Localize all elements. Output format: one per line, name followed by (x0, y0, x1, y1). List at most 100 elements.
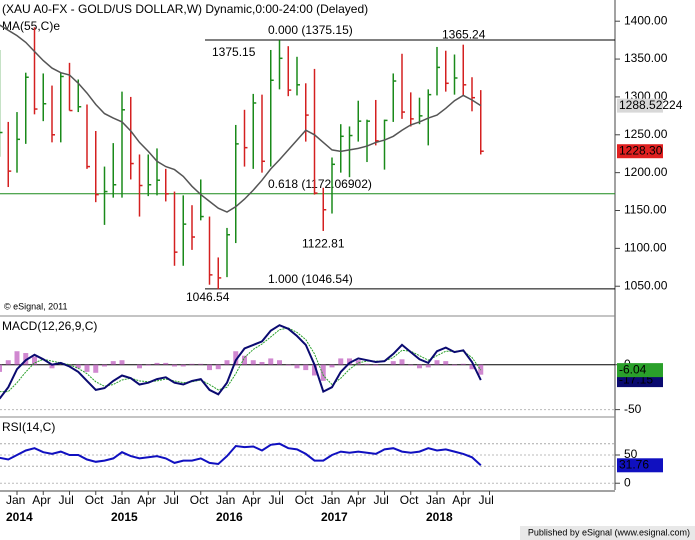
x-tick-label: Jul (164, 493, 179, 507)
x-tick-label: Apr (452, 493, 471, 507)
histogram-bar (14, 351, 20, 365)
histogram-bar (198, 363, 204, 365)
histogram-bar (355, 360, 361, 365)
x-tick-label: Apr (347, 493, 366, 507)
histogram-bar (207, 364, 212, 371)
histogram-bar (145, 364, 151, 366)
histogram-bar (390, 361, 396, 365)
histogram-bar (242, 355, 247, 365)
histogram-bar (163, 362, 169, 365)
last-value-label: -6.04 (619, 362, 647, 376)
histogram-bar (285, 364, 291, 366)
y-tick-label: 1250.00 (624, 127, 668, 141)
x-tick-label: Oct (400, 493, 419, 507)
histogram-bar (294, 364, 300, 369)
histogram-bar (425, 364, 431, 368)
x-tick-label: Oct (295, 493, 314, 507)
histogram-bar (373, 364, 379, 366)
x-tick-label: Jul (479, 493, 494, 507)
y-tick-label: -50 (624, 402, 642, 416)
histogram-bar (102, 364, 107, 367)
x-tick-label: Jan (111, 493, 130, 507)
x-tick-label: Oct (85, 493, 104, 507)
histogram-bar (180, 364, 186, 367)
last-value-label: 1228.30 (619, 143, 663, 157)
histogram-bar (312, 364, 317, 376)
histogram-bar (338, 358, 344, 365)
y-tick-label: 1050.00 (624, 278, 668, 292)
year-label: 2015 (111, 510, 138, 524)
histogram-bar (154, 362, 160, 365)
indicator-line (0, 327, 482, 393)
year-label: 2017 (321, 510, 348, 524)
price-label: 1046.54 (186, 290, 230, 304)
ma-line (0, 24, 482, 213)
histogram-bar (172, 364, 177, 367)
y-tick-label: 1350.00 (624, 51, 668, 65)
chart-title: (XAU A0-FX - GOLD/US DOLLAR,W) Dynamic,0… (2, 2, 368, 16)
histogram-bar (443, 361, 449, 365)
histogram-bar (408, 364, 414, 366)
histogram-bar (189, 363, 195, 365)
macd-title: MACD(12,26,9,C) (2, 319, 97, 333)
y-tick-label: 1200.00 (624, 165, 668, 179)
y-tick-label: 1400.00 (624, 13, 668, 27)
histogram-bar (320, 364, 326, 381)
year-label: 2016 (216, 510, 243, 524)
x-tick-label: Jan (321, 493, 340, 507)
indicator-line (0, 324, 482, 400)
x-tick-label: Jul (59, 493, 74, 507)
rsi-title: RSI(14,C) (2, 420, 55, 434)
legend-ma: MA(55,C)e (2, 19, 60, 33)
year-label: 2014 (6, 510, 33, 524)
y-tick-label: 50 (624, 447, 638, 461)
histogram-bar (417, 364, 422, 369)
footer: Published by eSignal (www.esignal.com) (528, 527, 690, 537)
x-tick-label: Apr (32, 493, 51, 507)
price-label: 1365.24 (442, 28, 486, 42)
fib-label: 1.000 (1046.54) (268, 272, 353, 286)
footer-bg (520, 526, 695, 540)
histogram-bar (215, 364, 221, 370)
histogram-bar (93, 364, 99, 373)
histogram-bar (5, 360, 11, 365)
last-value-box (617, 144, 663, 159)
x-tick-label: Jan (6, 493, 25, 507)
price-label: 1122.81 (302, 236, 345, 250)
x-tick-label: Oct (190, 493, 209, 507)
histogram-bar (49, 364, 55, 369)
copyright: © eSignal, 2011 (4, 301, 68, 311)
histogram-bar (233, 351, 239, 365)
histogram-bar (32, 356, 37, 365)
year-label: 2018 (426, 510, 453, 524)
histogram-bar (469, 364, 475, 370)
histogram-bar (224, 360, 230, 365)
price-label: 1375.15 (212, 45, 256, 59)
y-tick-label: 1100.00 (624, 241, 667, 255)
histogram-bar (110, 361, 116, 365)
histogram-bar (268, 358, 274, 365)
histogram-bar (119, 360, 125, 365)
histogram-bar (303, 364, 309, 371)
x-tick-label: Jul (269, 493, 284, 507)
histogram-bar (329, 364, 335, 368)
last-value-label: 31.76 (619, 457, 649, 471)
indicator-line (0, 442, 482, 467)
histogram-bar (23, 353, 29, 365)
x-tick-label: Jul (374, 493, 389, 507)
histogram-bar (250, 360, 256, 365)
y-tick-label: 1150.00 (624, 203, 667, 217)
x-tick-label: Apr (242, 493, 261, 507)
x-tick-label: Jan (216, 493, 235, 507)
histogram-bar (0, 364, 2, 372)
histogram-bar (434, 360, 440, 365)
histogram-bar (75, 364, 81, 369)
histogram-bar (259, 362, 265, 365)
last-value-label: 1288.52224 (619, 98, 683, 112)
histogram-bar (452, 364, 457, 366)
fib-label: 0.618 (1172.06902) (268, 177, 372, 191)
histogram-bar (399, 359, 405, 365)
y-tick-label: 0 (624, 475, 631, 489)
